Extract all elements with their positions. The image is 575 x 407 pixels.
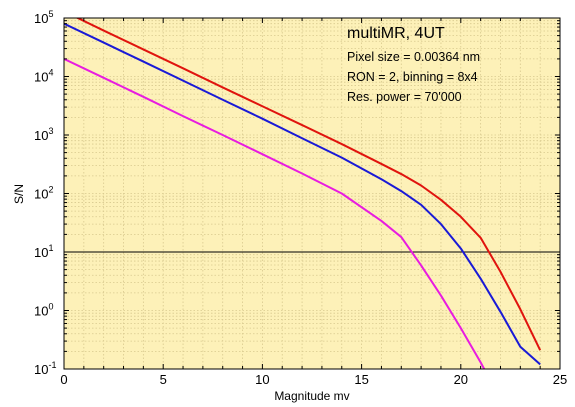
annotation-ron-binning: RON = 2, binning = 8x4	[347, 70, 478, 84]
y-tick-label: 103	[34, 126, 53, 143]
series-line-1	[75, 18, 542, 351]
y-tick-label: 105	[34, 9, 53, 26]
annotation-pixel-size: Pixel size = 0.00364 nm	[347, 50, 480, 64]
y-axis-ticks: 10-1 100 101 102 103 104 105	[34, 9, 560, 377]
y-tick-label: 100	[34, 302, 53, 319]
x-axis-ticks: 0 5 10 15 20 25	[60, 18, 567, 387]
x-tick-label: 10	[255, 372, 269, 387]
series-line-3	[64, 57, 486, 369]
x-tick-label: 5	[160, 372, 167, 387]
y-tick-label: 104	[34, 68, 53, 85]
annotation-title: multiMR, 4UT	[347, 25, 445, 42]
grid	[64, 18, 560, 369]
x-tick-label: 0	[60, 372, 67, 387]
series-group	[64, 18, 542, 369]
series-line-2	[64, 22, 541, 366]
y-axis-label: S/N	[12, 184, 26, 204]
y-tick-label: 10-1	[34, 360, 56, 377]
x-tick-label: 15	[354, 372, 368, 387]
annotation-res-power: Res. power = 70'000	[347, 90, 462, 104]
x-tick-label: 25	[553, 372, 567, 387]
y-tick-label: 102	[34, 185, 53, 202]
x-tick-label: 20	[454, 372, 468, 387]
x-axis-label: Magnitude mv	[274, 389, 349, 403]
y-tick-label: 101	[34, 243, 53, 260]
